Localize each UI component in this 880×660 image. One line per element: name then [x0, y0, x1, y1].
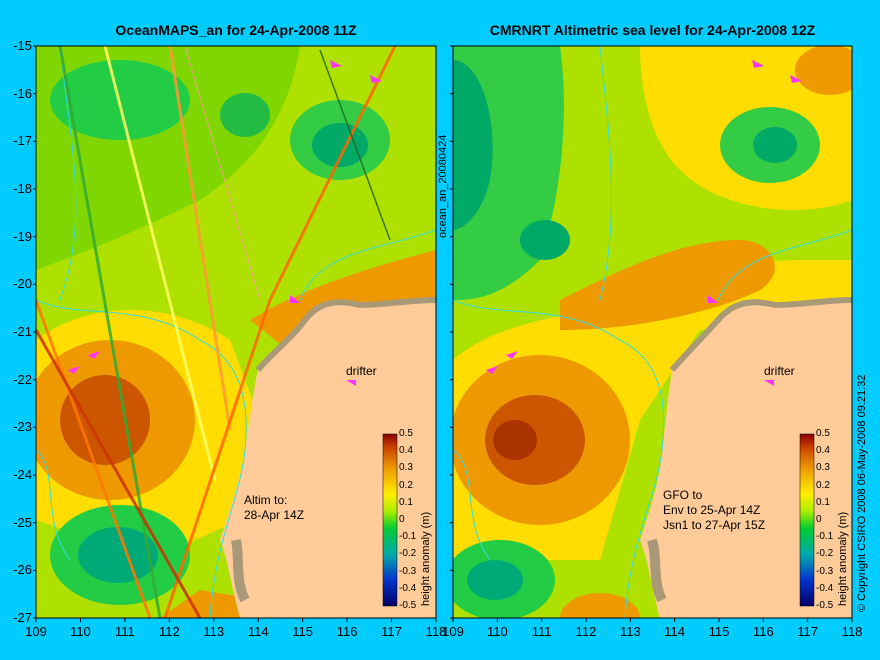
right-bathymetry-contours [453, 46, 852, 618]
right-map [453, 46, 852, 618]
right-note-line-2: Env to 25-Apr 14Z [663, 503, 761, 517]
left-y-tick-label: -16 [13, 85, 32, 101]
left-title: OceanMAPS_an for 24-Apr-2008 11Z [115, 22, 357, 38]
left-colorbar-tick-label: 0.2 [399, 479, 413, 491]
left-y-tick-label: -26 [13, 562, 32, 578]
left-y-tick-label: -20 [13, 276, 32, 292]
left-drifter-label: drifter [346, 364, 377, 378]
left-colorbar-tick-label: 0.4 [399, 445, 413, 457]
right-drifter-tracks [486, 60, 802, 386]
right-colorbar-tick-label: 0.5 [816, 428, 830, 439]
right-x-tick-label: 109 [442, 624, 464, 639]
left-y-tick-label: -15 [13, 38, 32, 53]
right-note-line-3: Jsn1 to 27-Apr 15Z [663, 518, 766, 532]
left-x-tick-label: 110 [70, 624, 91, 639]
left-colorbar-tick-label: 0.5 [399, 428, 413, 439]
left-x-tick-label: 116 [336, 624, 358, 639]
left-y-tick-label: -19 [13, 228, 32, 244]
left-x-tick-label: 114 [247, 624, 269, 639]
right-x-tick-label: 117 [797, 624, 819, 639]
left-x-tick-label: 113 [203, 624, 225, 639]
right-colorbar-tick-label: 0 [816, 514, 822, 525]
left-colorbar-tick-label: -0.2 [399, 548, 417, 560]
left-y-tick-label: -21 [13, 324, 32, 339]
left-x-tick-label: 111 [114, 624, 135, 639]
left-colorbar-tick-label: -0.1 [399, 531, 417, 543]
right-x-tick-label: 110 [486, 624, 508, 639]
left-colorbar [382, 433, 398, 607]
left-note-line-1: Altim to: [244, 493, 288, 507]
right-colorbar [799, 433, 815, 607]
right-note: GFO to Env to 25-Apr 14Z Jsn1 to 27-Apr … [663, 488, 765, 533]
left-y-tick-label: -17 [13, 133, 32, 149]
right-x-tick-label: 118 [841, 624, 863, 639]
right-x-tick-label: 111 [531, 624, 552, 639]
axis-ticks [33, 45, 853, 622]
left-drifter-tracks [68, 60, 382, 386]
right-x-tick-label: 113 [619, 624, 641, 639]
left-y-tick-label: -18 [13, 181, 32, 196]
left-x-tick-label: 117 [381, 624, 402, 639]
right-land-australia [640, 300, 852, 618]
left-colorbar-tick-label: -0.3 [399, 565, 417, 577]
left-colorbar-tick-label: 0.1 [399, 496, 413, 508]
left-x-tick-label: 109 [25, 624, 47, 639]
copyright-text: © Copyright CSIRO 2008 06-May-2008 09:21… [856, 374, 868, 612]
right-colorbar-tick-label: -0.1 [816, 531, 834, 543]
right-colorbar-tick-label: 0.2 [816, 479, 830, 491]
right-title: CMRNRT Altimetric sea level for 24-Apr-2… [489, 22, 816, 38]
right-x-tick-label: 114 [664, 624, 686, 639]
right-colorbar-tick-label: -0.4 [816, 582, 834, 594]
left-colorbar-tick-label: -0.4 [399, 582, 417, 594]
left-note-line-2: 28-Apr 14Z [244, 508, 305, 522]
right-drifter-label: drifter [764, 364, 795, 378]
left-map [36, 46, 436, 618]
right-note-line-1: GFO to [663, 488, 703, 502]
left-x-tick-label: 115 [292, 624, 314, 639]
right-colorbar-tick-label: -0.3 [816, 565, 834, 577]
left-altimeter-tracks [36, 46, 397, 618]
left-colorbar-tick-label: -0.5 [399, 600, 417, 611]
right-x-tick-label: 116 [752, 624, 774, 639]
left-y-tick-label: -22 [13, 371, 32, 387]
left-land-australia [220, 300, 436, 618]
left-y-tick-label: -23 [13, 419, 32, 435]
right-colorbar-tick-label: 0.1 [816, 496, 830, 508]
right-colorbar-tick-label: -0.5 [816, 600, 834, 611]
right-colorbar-tick-label: 0.4 [816, 445, 830, 457]
left-note: Altim to: 28-Apr 14Z [244, 493, 304, 523]
left-colorbar-tick-label: 0.3 [399, 462, 413, 474]
left-y-tick-label: -25 [13, 514, 32, 530]
right-x-tick-label: 115 [708, 624, 730, 639]
left-x-tick-label: 112 [158, 624, 180, 639]
left-colorbar-tick-label: 0 [399, 514, 405, 525]
right-x-tick-label: 112 [575, 624, 597, 639]
left-x-tick-label: 118 [425, 624, 447, 639]
right-colorbar-tick-label: -0.2 [816, 548, 834, 560]
right-colorbar-label: height anomaly (m) [837, 511, 849, 606]
left-y-tick-label: -24 [13, 467, 32, 482]
right-colorbar-tick-label: 0.3 [816, 462, 830, 474]
left-colorbar-label: height anomaly (m) [420, 511, 432, 606]
left-y-tick-label: -27 [13, 610, 32, 625]
side-label: ocean_an_20080424 [437, 134, 449, 238]
